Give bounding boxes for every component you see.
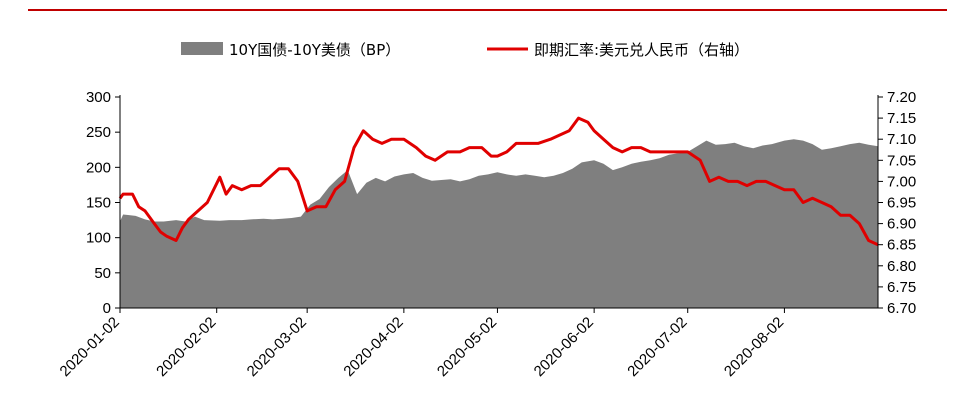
- right-tick-label: 6.80: [887, 258, 916, 275]
- left-tick-label: 150: [86, 195, 111, 212]
- right-tick-label: 7.20: [887, 89, 916, 106]
- x-tick-label: 2020-07-02: [624, 314, 690, 380]
- left-tick-label: 50: [94, 265, 111, 282]
- legend-swatch-spread: [181, 42, 223, 55]
- left-tick-label: 0: [103, 300, 111, 317]
- left-tick-label: 200: [86, 159, 111, 176]
- right-tick-label: 7.15: [887, 110, 916, 127]
- x-tick-label: 2020-05-02: [434, 314, 500, 380]
- right-tick-label: 7.05: [887, 152, 916, 169]
- legend-label-usdcny: 即期汇率:美元兑人民币（右轴）: [534, 41, 749, 59]
- x-tick-label: 2020-06-02: [531, 314, 597, 380]
- x-tick-label: 2020-08-02: [721, 314, 787, 380]
- area-series-layer: [120, 139, 878, 308]
- right-tick-label: 7.00: [887, 173, 916, 190]
- right-tick-label: 7.10: [887, 131, 916, 148]
- right-tick-label: 6.95: [887, 195, 916, 212]
- left-tick-label: 250: [86, 124, 111, 141]
- x-tick-label: 2020-04-02: [340, 314, 406, 380]
- x-tick-label: 2020-01-02: [57, 314, 123, 380]
- legend-label-spread: 10Y国债-10Y美债（BP）: [229, 41, 400, 59]
- right-tick-label: 6.70: [887, 300, 916, 317]
- left-tick-label: 300: [86, 89, 111, 106]
- x-tick-label: 2020-03-02: [244, 314, 310, 380]
- line-series-usdcny: [118, 116, 879, 247]
- x-tick-label: 2020-02-02: [153, 314, 219, 380]
- right-tick-label: 6.85: [887, 237, 916, 254]
- line-series-layer: [118, 116, 879, 247]
- right-tick-label: 6.90: [887, 216, 916, 233]
- area-series-spread: [120, 139, 878, 308]
- left-tick-label: 100: [86, 230, 111, 247]
- legend: 10Y国债-10Y美债（BP） 即期汇率:美元兑人民币（右轴）: [181, 41, 749, 59]
- right-tick-label: 6.75: [887, 279, 916, 296]
